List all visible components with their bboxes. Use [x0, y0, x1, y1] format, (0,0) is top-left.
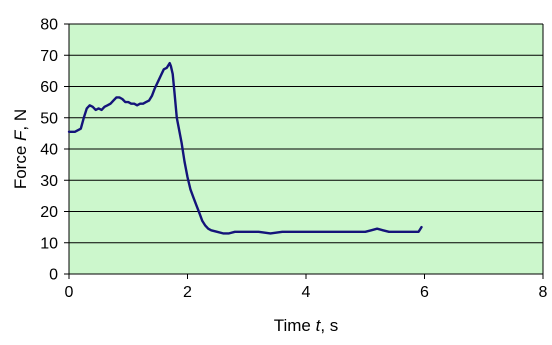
x-axis-title-variable: t	[316, 316, 322, 335]
axes	[64, 23, 544, 279]
y-tick-label: 0	[49, 267, 58, 284]
x-tick-label: 4	[302, 284, 311, 301]
y-tick-label: 40	[40, 142, 58, 159]
gridlines	[69, 23, 543, 244]
y-tick-label: 80	[40, 17, 58, 34]
y-tick-label: 70	[40, 48, 58, 65]
y-tick-label: 30	[40, 173, 58, 190]
y-axis-title-text: Force	[11, 141, 30, 189]
y-tick-label: 10	[40, 235, 58, 252]
series	[67, 61, 423, 235]
x-tick-label: 0	[65, 284, 74, 301]
y-axis-title-unit: , N	[11, 109, 30, 131]
x-axis-title: Time t, s	[274, 316, 339, 335]
y-axis-title-variable: F	[11, 129, 30, 141]
x-axis-title-unit: , s	[320, 316, 338, 335]
y-axis-title: Force F, N	[11, 109, 30, 189]
y-tick-label: 50	[40, 110, 58, 127]
x-axis-title-text: Time	[274, 316, 316, 335]
tick-labels: 0 10 20 30 40 50 60 70 80 0 2 4 6 8	[40, 17, 547, 302]
x-tick-label: 2	[183, 284, 192, 301]
y-tick-label: 20	[40, 204, 58, 221]
y-tick-label: 60	[40, 79, 58, 96]
series-line-1	[67, 61, 423, 235]
x-tick-label: 8	[539, 284, 548, 301]
x-tick-label: 6	[420, 284, 429, 301]
